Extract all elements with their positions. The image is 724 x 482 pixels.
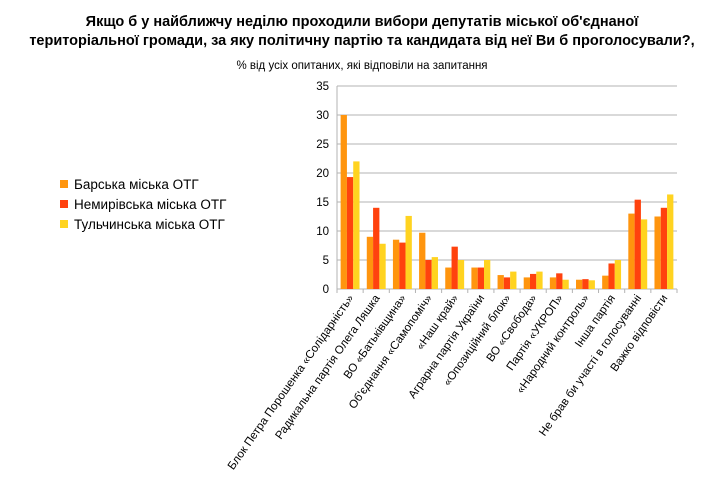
- y-tick-label-15: 15: [316, 197, 329, 209]
- bar-11-series-1: [634, 199, 641, 289]
- bar-11-series-0: [628, 213, 635, 289]
- chart-title: Якщо б у найближчу неділю проходили вибо…: [0, 13, 724, 51]
- bar-4-series-2: [457, 260, 465, 289]
- bar-0-series-1: [346, 177, 354, 289]
- bar-3-series-0: [419, 232, 426, 289]
- bar-1-series-1: [373, 207, 380, 289]
- x-tick-label-1: Радикальна партія Олега Ляшка: [273, 292, 383, 441]
- legend-item-barska: Барська міська ОТГ: [60, 174, 226, 194]
- y-tick-label-0: 0: [323, 284, 329, 296]
- bar-8-series-1: [556, 273, 563, 289]
- bar-8-series-2: [562, 279, 569, 289]
- bar-2-series-1: [399, 242, 406, 289]
- bar-2-series-0: [392, 239, 400, 289]
- legend-swatch-barska: [60, 180, 68, 188]
- legend-swatch-tulchyn: [60, 220, 68, 228]
- y-tick-label-10: 10: [316, 226, 329, 238]
- x-tick-label-0: Блок Петра Порошенка «Солідарність»: [226, 293, 357, 472]
- legend-label-tulchyn: Тульчинська міська ОТГ: [74, 216, 225, 232]
- y-tick-label-30: 30: [316, 110, 329, 122]
- bar-3-series-2: [431, 257, 438, 289]
- bar-5-series-0: [471, 267, 478, 289]
- bar-12-series-2: [667, 194, 674, 289]
- legend-item-tulchyn: Тульчинська міська ОТГ: [60, 214, 226, 234]
- bar-5-series-2: [483, 260, 491, 289]
- y-tick-label-35: 35: [316, 81, 329, 93]
- bar-12-series-1: [660, 207, 668, 289]
- bar-4-series-0: [445, 267, 452, 289]
- bar-7-series-2: [536, 271, 543, 289]
- legend-item-nemyriv: Немирівська міська ОТГ: [60, 194, 226, 214]
- legend-label-barska: Барська міська ОТГ: [74, 176, 199, 192]
- bar-2-series-2: [405, 215, 412, 289]
- bar-6-series-2: [510, 271, 517, 289]
- bar-12-series-0: [654, 216, 661, 289]
- chart-subtitle: % від усіх опитаних, які відповіли на за…: [236, 60, 488, 72]
- chart-title-line-2: територіальної громади, за яку політичну…: [29, 33, 695, 49]
- chart-title-line-1: Якщо б у найближчу неділю проходили вибо…: [85, 14, 639, 30]
- bar-4-series-1: [451, 246, 458, 289]
- legend-swatch-nemyriv: [60, 200, 68, 208]
- legend: Барська міська ОТГ Немирівська міська ОТ…: [60, 174, 226, 234]
- bar-0-series-0: [340, 115, 347, 289]
- bar-10-series-2: [614, 260, 622, 289]
- bar-6-series-0: [497, 275, 504, 289]
- bar-9-series-1: [582, 279, 589, 289]
- y-tick-label-25: 25: [316, 139, 329, 151]
- bar-10-series-1: [608, 263, 615, 289]
- bar-7-series-1: [530, 273, 537, 289]
- bar-1-series-0: [366, 236, 374, 289]
- bar-0-series-2: [353, 161, 360, 289]
- bar-1-series-2: [379, 243, 386, 289]
- bar-10-series-0: [602, 275, 609, 289]
- y-tick-label-20: 20: [316, 168, 329, 180]
- bar-9-series-0: [576, 279, 583, 289]
- bar-8-series-0: [549, 277, 557, 289]
- legend-label-nemyriv: Немирівська міська ОТГ: [74, 196, 227, 212]
- bar-5-series-1: [477, 267, 484, 289]
- bar-6-series-1: [503, 277, 511, 289]
- bar-11-series-2: [640, 219, 648, 289]
- y-tick-label-5: 5: [323, 255, 329, 267]
- bar-3-series-1: [425, 260, 432, 289]
- bar-7-series-0: [523, 277, 531, 289]
- bar-9-series-2: [588, 280, 595, 289]
